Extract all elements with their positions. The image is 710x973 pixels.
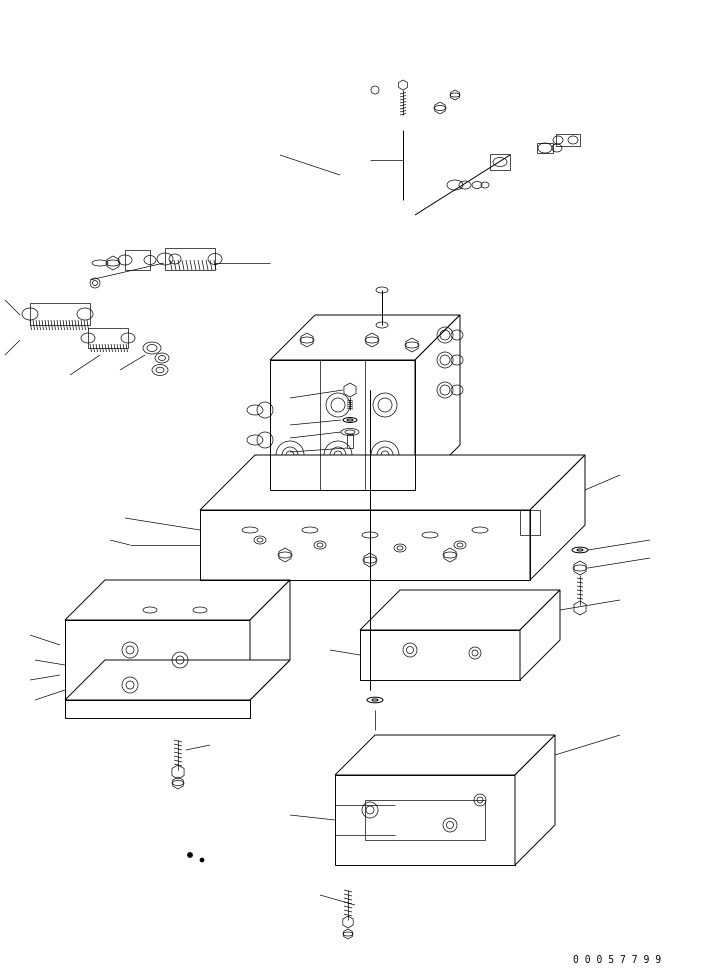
Polygon shape <box>365 800 485 840</box>
Polygon shape <box>65 660 290 700</box>
Polygon shape <box>200 455 585 510</box>
Polygon shape <box>530 455 585 580</box>
Polygon shape <box>250 580 290 700</box>
Circle shape <box>92 280 97 285</box>
Polygon shape <box>520 590 560 680</box>
Bar <box>125 250 150 270</box>
Bar <box>30 303 90 325</box>
Polygon shape <box>65 620 250 700</box>
Circle shape <box>200 858 204 862</box>
Bar <box>490 154 510 170</box>
Polygon shape <box>415 315 460 490</box>
Bar <box>379 490 391 502</box>
Polygon shape <box>515 735 555 865</box>
Bar <box>88 328 128 348</box>
Bar <box>165 248 215 270</box>
Bar <box>520 510 540 535</box>
Bar <box>339 490 351 502</box>
Polygon shape <box>335 775 515 865</box>
Bar <box>294 490 306 502</box>
Polygon shape <box>65 580 290 620</box>
Bar <box>556 134 580 146</box>
Polygon shape <box>335 735 555 775</box>
Polygon shape <box>360 630 520 680</box>
Polygon shape <box>270 315 460 360</box>
Bar <box>347 434 353 448</box>
Polygon shape <box>65 700 250 718</box>
Polygon shape <box>360 590 560 630</box>
Circle shape <box>187 852 192 857</box>
Text: 0 0 0 5 7 7 9 9: 0 0 0 5 7 7 9 9 <box>573 955 661 965</box>
Bar <box>537 143 553 153</box>
